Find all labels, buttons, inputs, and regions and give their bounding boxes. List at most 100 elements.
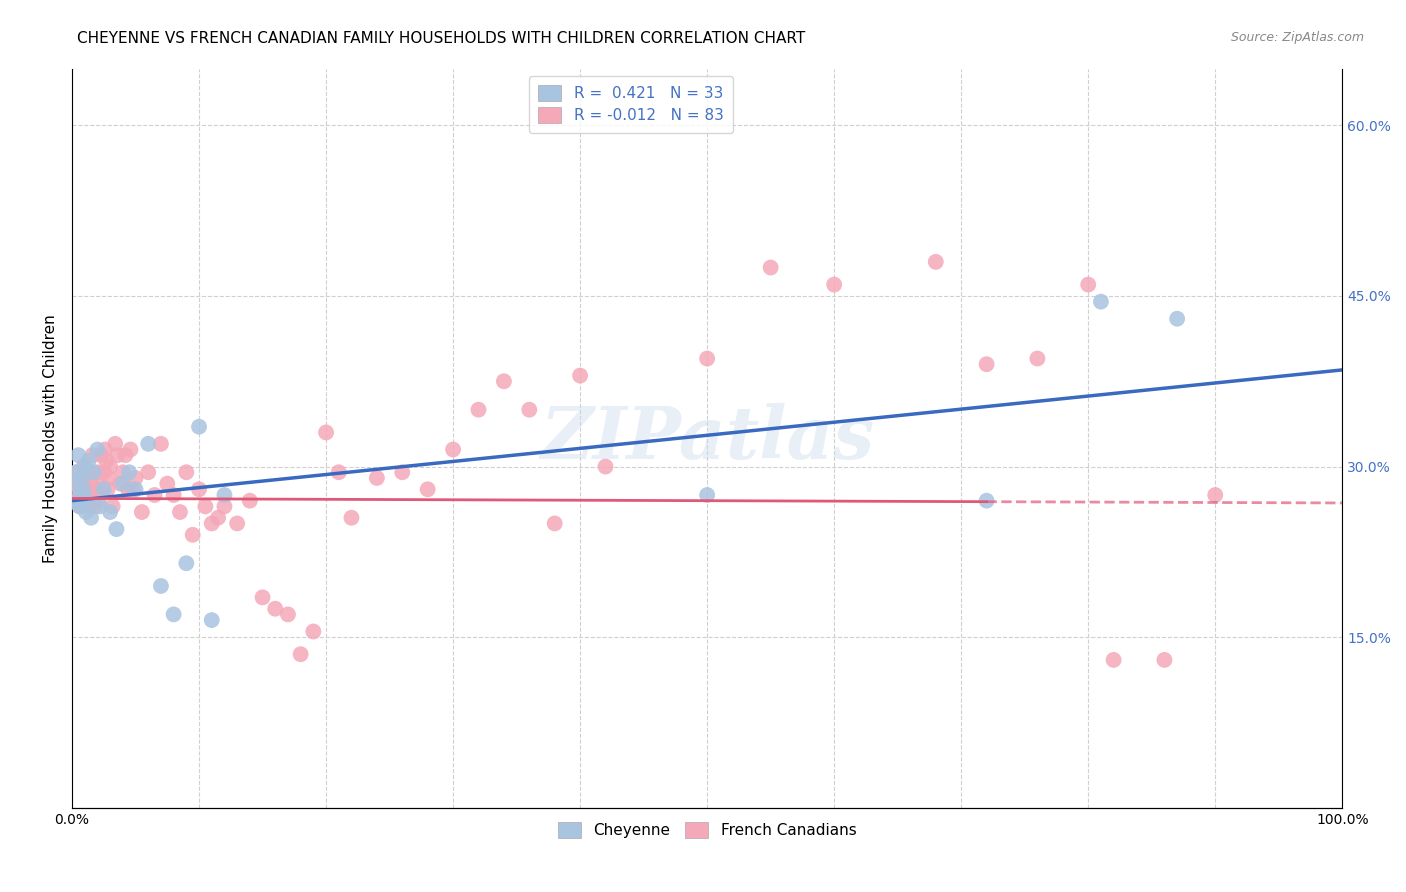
Point [107,448,129,462]
Text: Source: ZipAtlas.com: Source: ZipAtlas.com [1230,31,1364,45]
Point [96,454,118,468]
Point [84,483,107,497]
Point [83,488,105,502]
Point [83,500,105,514]
Point [143,488,166,502]
Point [201,516,224,531]
Point [467,402,489,417]
Point [91,483,114,497]
Point [65,465,87,479]
Point [517,402,540,417]
Point [302,624,325,639]
Point [117,483,139,497]
Point [98,505,121,519]
Point [1153,653,1175,667]
Point [75,505,97,519]
Point [90,448,112,462]
Point [69,500,91,514]
Point [207,510,229,524]
Point [290,647,312,661]
Point [124,471,146,485]
Point [416,483,439,497]
Point [696,488,718,502]
Point [823,277,845,292]
Point [120,442,142,457]
Point [80,510,103,524]
Point [66,465,89,479]
Point [111,476,134,491]
Point [1204,488,1226,502]
Legend: Cheyenne, French Canadians: Cheyenne, French Canadians [553,816,862,845]
Point [75,493,97,508]
Point [226,516,249,531]
Point [87,493,110,508]
Point [131,505,153,519]
Point [149,579,172,593]
Point [201,613,224,627]
Point [169,505,191,519]
Point [315,425,337,440]
Point [1026,351,1049,366]
Point [73,459,96,474]
Point [391,465,413,479]
Text: ZIPatlas: ZIPatlas [540,402,875,474]
Point [1102,653,1125,667]
Point [73,476,96,491]
Point [97,483,120,497]
Point [76,483,98,497]
Point [86,442,108,457]
Point [181,528,204,542]
Point [162,607,184,622]
Point [136,437,159,451]
Point [1077,277,1099,292]
Point [188,419,211,434]
Point [214,500,236,514]
Point [976,493,998,508]
Point [114,448,136,462]
Point [86,465,108,479]
Point [340,510,363,524]
Point [976,357,998,371]
Point [162,488,184,502]
Point [188,483,211,497]
Point [93,483,115,497]
Point [82,448,104,462]
Point [176,556,198,570]
Point [124,483,146,497]
Y-axis label: Family Households with Children: Family Households with Children [44,314,58,563]
Point [79,500,101,514]
Point [264,601,287,615]
Point [63,476,86,491]
Point [98,459,121,474]
Point [252,591,274,605]
Point [366,471,388,485]
Point [111,465,134,479]
Point [77,465,100,479]
Point [101,500,124,514]
Point [544,516,567,531]
Point [176,465,198,479]
Point [696,351,718,366]
Point [194,500,217,514]
Point [595,459,617,474]
Point [70,488,93,502]
Point [83,465,105,479]
Point [69,500,91,514]
Point [1090,294,1112,309]
Point [65,493,87,508]
Point [105,522,128,536]
Point [70,471,93,485]
Point [136,465,159,479]
Point [104,437,127,451]
Point [569,368,592,383]
Point [156,476,179,491]
Point [70,488,93,502]
Point [72,459,94,474]
Point [110,476,132,491]
Point [492,374,515,388]
Point [97,471,120,485]
Point [118,465,141,479]
Point [80,476,103,491]
Point [214,488,236,502]
Point [76,493,98,508]
